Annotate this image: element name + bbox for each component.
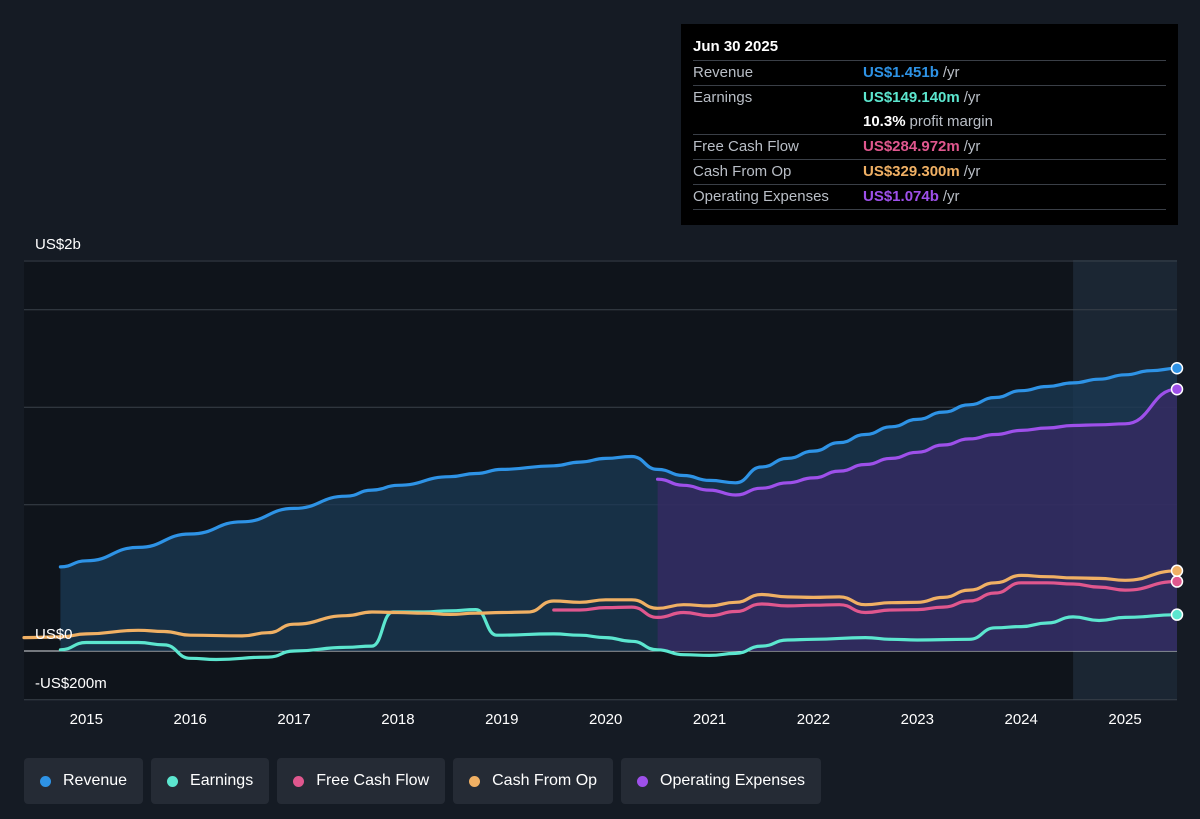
- cash-from-op-line: [22, 569, 1179, 640]
- legend-label: Free Cash Flow: [316, 772, 430, 789]
- legend-dot-icon: [293, 775, 305, 787]
- tooltip-panel: Jun 30 2025 Revenue US$1.451b/yr Earnings U…: [681, 24, 1178, 225]
- y-axis-labels: US$2b US$0 -US$200m: [35, 236, 107, 692]
- tooltip-row-value: US$329.300m: [863, 163, 960, 180]
- tooltip-row-value: US$284.972m: [863, 138, 960, 155]
- legend-dot-icon: [469, 775, 481, 787]
- legend-dot-icon: [167, 775, 179, 787]
- tooltip-row-label: Free Cash Flow: [693, 138, 799, 155]
- x-tick-label: 2023: [901, 711, 934, 728]
- x-tick-label: 2020: [589, 711, 622, 728]
- x-tick-label: 2022: [797, 711, 830, 728]
- tooltip-row-unit: /yr: [963, 163, 981, 180]
- y-tick-label: -US$200m: [35, 675, 107, 692]
- legend: Revenue Earnings Free Cash Flow Cash From O…: [24, 758, 822, 804]
- series-lines: [22, 366, 1179, 662]
- tooltip-row: 10.3% profit margin: [693, 110, 1166, 134]
- tooltip-row-label: Earnings: [693, 89, 753, 106]
- y-tick-label: US$0: [35, 626, 73, 643]
- legend-item-free-cash-flow[interactable]: Free Cash Flow: [277, 758, 446, 804]
- free-cash-flow-endpoint: [1170, 575, 1184, 588]
- legend-label: Earnings: [190, 772, 254, 789]
- earnings-line: [58, 608, 1179, 662]
- legend-label: Operating Expenses: [660, 772, 806, 789]
- x-tick-label: 2017: [277, 711, 310, 728]
- revenue-line: [58, 366, 1179, 569]
- tooltip-row-label: Cash From Op: [693, 163, 792, 180]
- legend-label: Revenue: [63, 772, 128, 789]
- x-tick-label: 2024: [1005, 711, 1038, 728]
- free-cash-flow-line: [552, 579, 1179, 619]
- x-tick-label: 2021: [693, 711, 726, 728]
- earnings-endpoint: [1170, 608, 1184, 621]
- tooltip-row-unit: profit margin: [909, 113, 993, 130]
- tooltip-row-unit: /yr: [963, 89, 981, 106]
- cash-from-op-endpoint: [1170, 564, 1184, 578]
- operating-expenses-area: [657, 389, 1177, 651]
- tooltip-row-unit: /yr: [942, 64, 960, 81]
- legend-item-operating-expenses[interactable]: Operating Expenses: [621, 758, 822, 804]
- operating-expenses-line: [656, 387, 1179, 497]
- x-tick-label: 2025: [1108, 711, 1141, 728]
- series-areas: [60, 368, 1177, 651]
- legend-dot-icon: [637, 775, 649, 787]
- revenue-endpoint: [1170, 362, 1184, 375]
- tooltip-row: Free Cash Flow US$284.972m/yr: [693, 134, 1166, 159]
- tooltip-row-unit: /yr: [942, 188, 960, 205]
- tooltip-rows: Revenue US$1.451b/yr Earnings US$149.140m/y…: [693, 60, 1166, 210]
- tooltip-row-value: US$1.451b: [863, 64, 939, 81]
- tooltip-row: Earnings US$149.140m/yr: [693, 85, 1166, 110]
- x-tick-label: 2016: [174, 711, 207, 728]
- legend-item-earnings[interactable]: Earnings: [151, 758, 270, 804]
- x-axis-labels: 2015 2016 2017 2018 2019 2020 2021 2022 2023 2024…: [70, 711, 1142, 728]
- tooltip-row-label: Operating Expenses: [693, 188, 829, 205]
- legend-label: Cash From Op: [492, 772, 598, 789]
- tooltip-row: Revenue US$1.451b/yr: [693, 60, 1166, 85]
- tooltip-row-value: US$1.074b: [863, 188, 939, 205]
- tooltip-row-value: 10.3%: [863, 113, 906, 130]
- y-tick-label: US$2b: [35, 236, 81, 253]
- legend-item-revenue[interactable]: Revenue: [24, 758, 144, 804]
- operating-expenses-endpoint: [1170, 382, 1184, 396]
- tooltip-row-unit: /yr: [963, 138, 981, 155]
- tooltip-date: Jun 30 2025: [693, 38, 779, 55]
- tooltip-row: Cash From Op US$329.300m/yr: [693, 159, 1166, 184]
- legend-dot-icon: [40, 775, 51, 787]
- tooltip-row-value: US$149.140m: [863, 89, 960, 106]
- x-tick-label: 2019: [485, 711, 518, 728]
- tooltip-row-label: Revenue: [693, 64, 754, 81]
- tooltip-row: Operating Expenses US$1.074b/yr: [693, 184, 1166, 210]
- series-endpoints: [1170, 362, 1184, 621]
- legend-item-cash-from-op[interactable]: Cash From Op: [453, 758, 614, 804]
- x-tick-label: 2015: [70, 711, 103, 728]
- x-tick-label: 2018: [381, 711, 414, 728]
- tooltip-row-label: [693, 110, 863, 134]
